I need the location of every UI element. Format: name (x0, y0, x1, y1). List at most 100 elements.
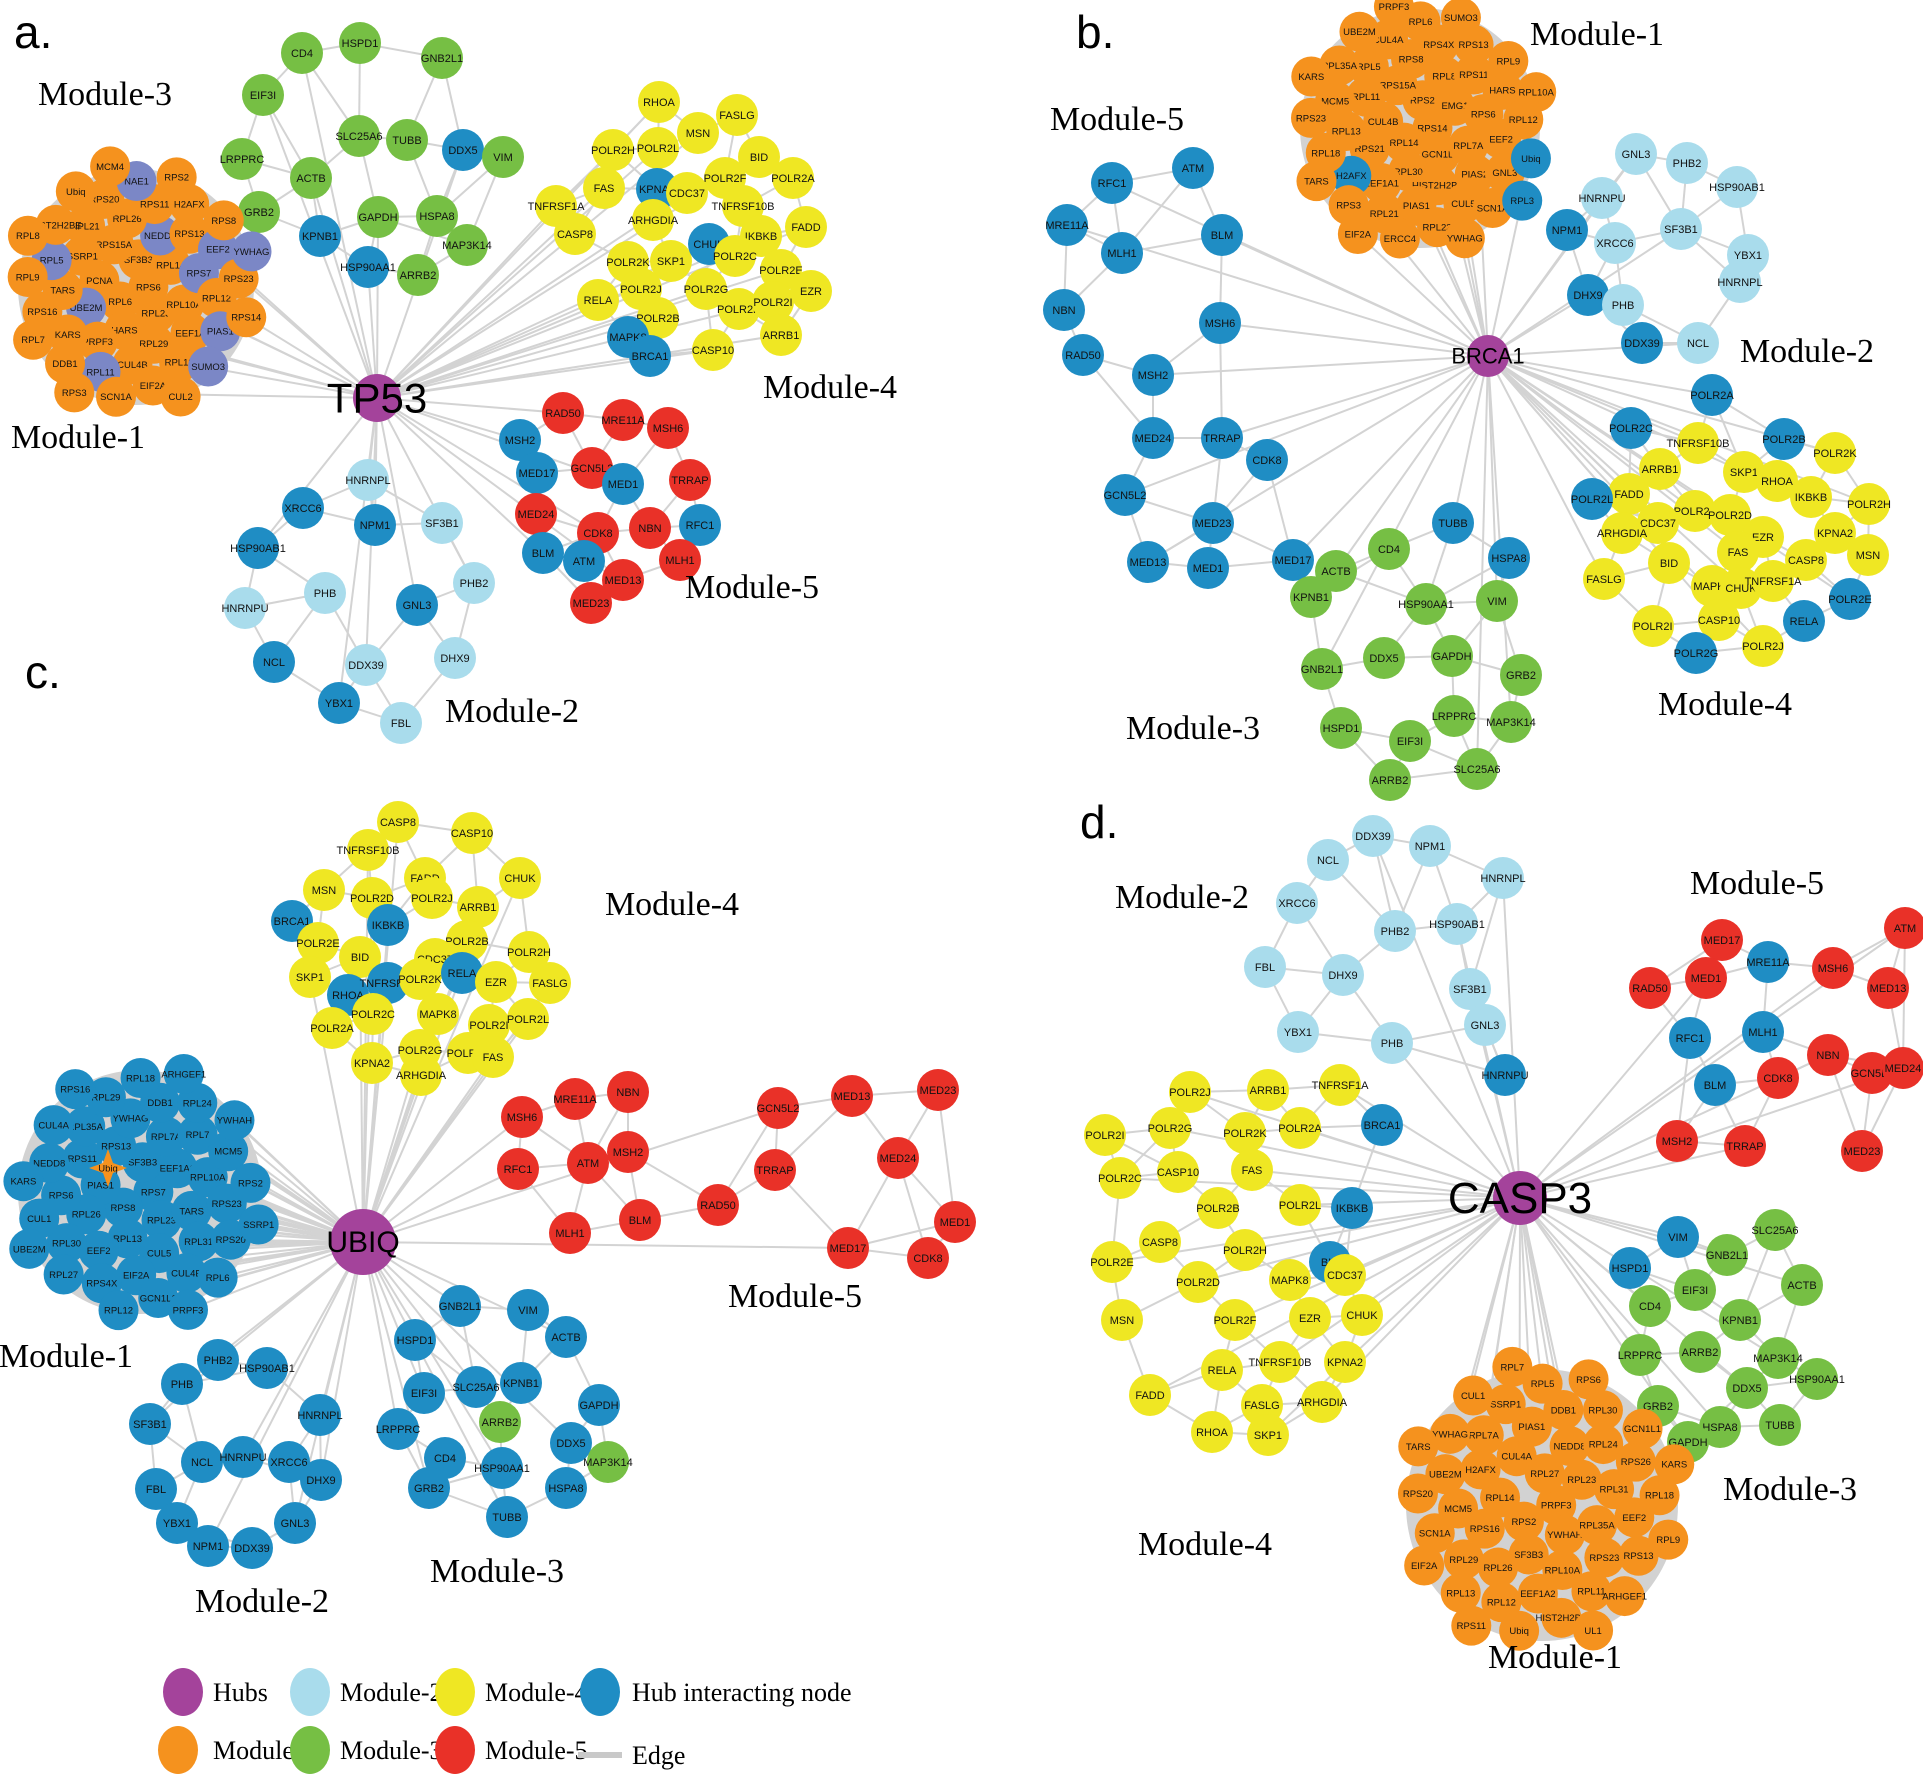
network-node: EIF2A (1337, 214, 1378, 255)
edge (937, 1089, 956, 1223)
node-label-RPL8: RPL8 (1432, 72, 1456, 83)
network-node: POLR2L (507, 998, 549, 1040)
network-node: MSH6 (501, 1096, 543, 1138)
node-circle-DHX9 (434, 637, 476, 679)
network-node: RPL7 (13, 319, 54, 360)
network-node: TNFRSF10B (1249, 1341, 1311, 1383)
node-circle-POLR2L (637, 127, 679, 169)
network-node: RPS20 (1397, 1473, 1438, 1514)
node-label-GNL3: GNL3 (1492, 168, 1517, 179)
node-label-NBN: NBN (1816, 1050, 1839, 1062)
legend-item: Hubs (163, 1668, 268, 1716)
network-node: YBX1 (318, 682, 360, 724)
network-node: RPL8 (1424, 56, 1465, 97)
network-node: POLR2E (1090, 1241, 1134, 1283)
node-circle-POLR2D (1177, 1261, 1219, 1303)
node-label-YWHAH: YWHAH (217, 1116, 253, 1127)
node-label-RPS20: RPS20 (216, 1235, 246, 1246)
node-label-YWHAG: YWHAG (1432, 1429, 1468, 1440)
node-label-POLR2K: POLR2K (398, 974, 442, 986)
network-node: HSP90AA1 (340, 246, 396, 288)
legend-item: Module-3 (290, 1726, 443, 1774)
network-node: DDX5 (442, 129, 484, 171)
node-label-LRPPRC: LRPPRC (220, 154, 265, 166)
node-circle-RPL18 (1639, 1475, 1680, 1516)
network-node: TARS (171, 1190, 212, 1231)
node-circle-BID (339, 936, 381, 978)
node-label-RPL23: RPL23 (1567, 1475, 1596, 1486)
node-circle-RPS13 (1618, 1535, 1659, 1576)
node-circle-RPS23 (1290, 97, 1331, 138)
network-node: RPL11 (1346, 76, 1387, 117)
node-circle-MRE11A (1747, 941, 1789, 983)
node-circle-ARRB2 (479, 1401, 521, 1443)
node-circle-SCN1A (96, 376, 137, 417)
node-circle-FBL (380, 702, 422, 744)
network-node: EEF1A1 (157, 1148, 198, 1189)
network-node: SF3B1 (1660, 208, 1702, 250)
network-node: GNL3 (396, 584, 438, 626)
node-label-POLR2L: POLR2L (1571, 494, 1613, 506)
node-label-GCN5L2: GCN5L2 (571, 463, 614, 475)
network-node: KPNA2 (351, 1042, 393, 1084)
network-node: EIF2A (1404, 1545, 1445, 1586)
network-node: RPL9 (7, 256, 48, 297)
node-label-MCM4: MCM4 (96, 162, 124, 173)
network-node: POLR2K (1813, 432, 1857, 474)
node-label-UBE2M: UBE2M (1343, 27, 1376, 38)
node-label-HNRNPU: HNRNPU (221, 603, 268, 615)
node-label-SKP1: SKP1 (296, 972, 324, 984)
node-label-MED1: MED1 (1193, 563, 1224, 575)
node-label-RPL6: RPL6 (1409, 17, 1433, 28)
node-circle-DHX9 (1322, 954, 1364, 996)
node-label-DDX5: DDX5 (1732, 1383, 1761, 1395)
node-circle-RPL12 (1481, 1582, 1522, 1623)
network-node: POLR2J (1169, 1071, 1211, 1113)
node-label-IKBKB: IKBKB (1795, 492, 1827, 504)
node-label-CD4: CD4 (434, 1453, 456, 1465)
node-label-RPS7: RPS7 (141, 1187, 166, 1198)
legend-swatch-r (435, 1726, 475, 1774)
node-label-MED13: MED13 (1130, 557, 1167, 569)
node-circle-RELA (1783, 600, 1825, 642)
node-label-RPL7A: RPL7A (1453, 141, 1484, 152)
network-node: RPS2 (156, 157, 197, 198)
node-circle-RPL9 (7, 256, 48, 297)
node-label-TRRAP: TRRAP (1203, 433, 1240, 445)
node-label-RPL27: RPL27 (1530, 1469, 1559, 1480)
node-circle-CHUK (1341, 1294, 1383, 1336)
node-circle-MED13 (831, 1075, 873, 1117)
node-label-SF3B3: SF3B3 (128, 1158, 157, 1169)
edge (1221, 355, 1489, 439)
node-label-POLR2G: POLR2G (1148, 1123, 1193, 1135)
network-node: ARRB1 (1639, 448, 1681, 490)
network-node: LRPPRC (220, 138, 265, 180)
node-label-RPL7A: RPL7A (151, 1132, 182, 1143)
node-label-BRCA1: BRCA1 (1364, 1120, 1401, 1132)
node-circle-HSPD1 (339, 22, 381, 64)
network-node: KARS (47, 314, 88, 355)
node-label-HNRNPL: HNRNPL (297, 1410, 342, 1422)
node-label-CUL4A: CUL4A (1501, 1452, 1532, 1463)
edge (362, 1241, 849, 1249)
node-circle-MRE11A (1046, 204, 1088, 246)
node-label-EEF1A: EEF1A (175, 328, 206, 339)
node-label-FAS: FAS (594, 183, 615, 195)
hub-label-CASP3: CASP3 (1448, 1174, 1592, 1223)
module-title-Module-4: Module-4 (1138, 1526, 1272, 1563)
module-title-Module-3: Module-3 (38, 76, 172, 113)
node-label-RPL6: RPL6 (206, 1273, 230, 1284)
node-star-Ubiq (89, 1149, 127, 1187)
node-label-CASP8: CASP8 (1142, 1237, 1178, 1249)
network-node: RPL27 (43, 1254, 84, 1295)
node-label-POLR2L: POLR2L (507, 1014, 549, 1026)
node-label-POLR2H: POLR2H (1223, 1245, 1267, 1257)
node-circle-FAS (1717, 531, 1759, 573)
network-node: CASP8 (1785, 539, 1827, 581)
node-label-MED17: MED17 (830, 1243, 867, 1255)
node-circle-VIM (507, 1289, 549, 1331)
node-label-BID: BID (351, 952, 369, 964)
edge (376, 397, 599, 534)
node-label-MCM5: MCM5 (1444, 1504, 1472, 1515)
edges-layer (23, 21, 1906, 1631)
